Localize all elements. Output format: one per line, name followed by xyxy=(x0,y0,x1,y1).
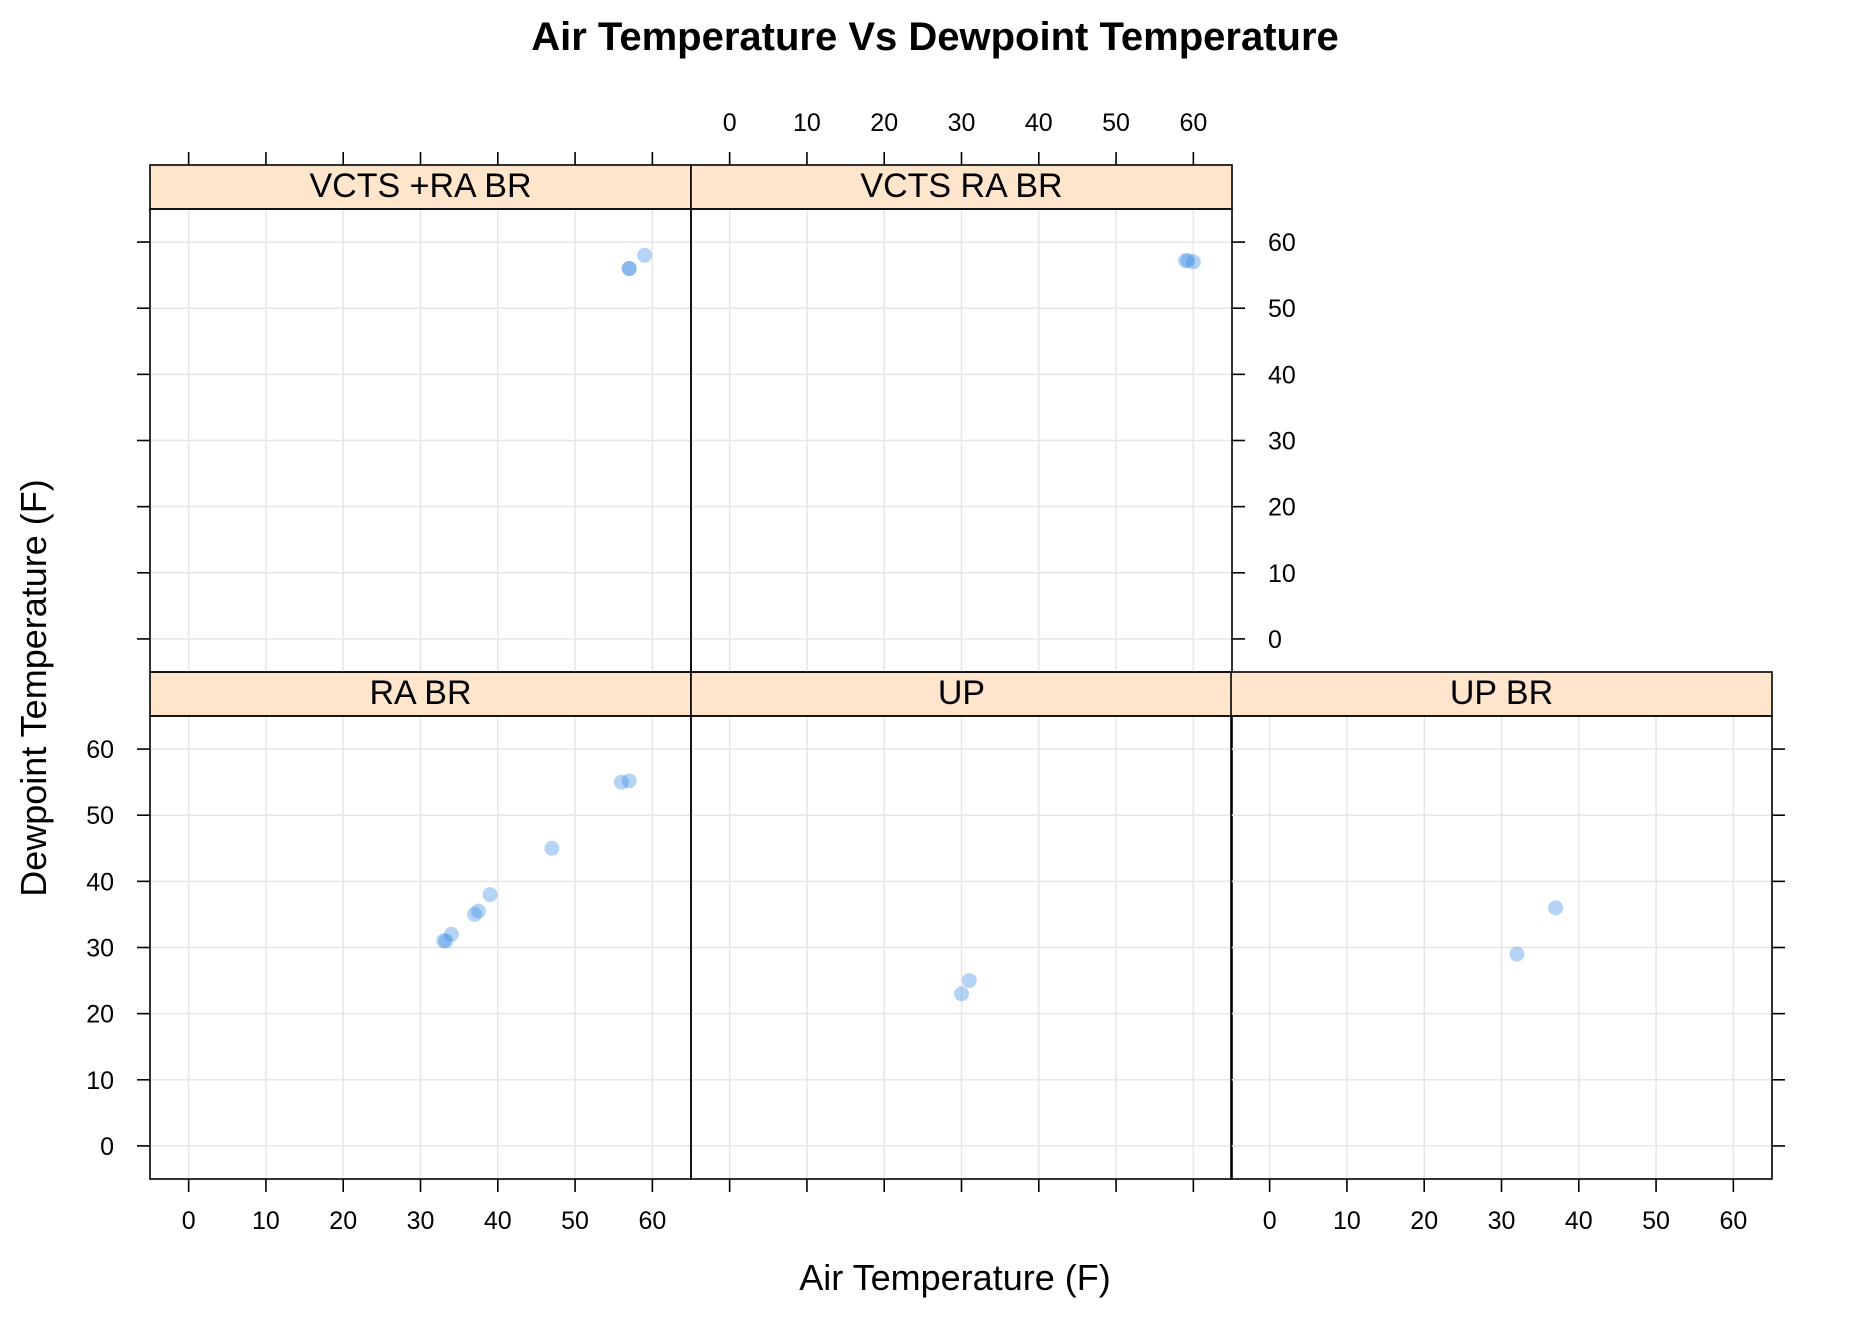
y-tick-label: 10 xyxy=(86,1067,114,1095)
y-tick-label: 10 xyxy=(1268,560,1296,588)
y-tick-label: 20 xyxy=(86,1001,114,1029)
y-tick-label: 60 xyxy=(86,736,114,764)
data-point xyxy=(1509,946,1525,962)
y-tick-label: 60 xyxy=(1268,229,1296,257)
panel-strip xyxy=(1230,671,1773,717)
data-point xyxy=(1548,900,1564,916)
x-tick-label: 20 xyxy=(870,109,898,137)
panel-up-br: UP BR 0 10 20 30 40 50 60 xyxy=(1230,671,1785,1235)
y-tick-label: 20 xyxy=(1268,494,1296,522)
data-point xyxy=(544,840,560,856)
y-tick-label: 30 xyxy=(86,935,114,963)
data-point xyxy=(470,903,486,919)
panels: RA BR 0 10 20 30 40 50 60 0 10 20 30 40 50 60 UP UP BR 0 1… xyxy=(86,109,1785,1235)
data-point xyxy=(438,933,454,949)
data-point xyxy=(621,773,637,789)
x-tick-label: 40 xyxy=(1025,109,1053,137)
panel-strip xyxy=(690,164,1233,210)
data-point xyxy=(961,973,977,989)
data-point xyxy=(1185,254,1201,270)
x-tick-label: 30 xyxy=(407,1207,435,1235)
panel-strip-label: UP BR xyxy=(1450,674,1553,712)
x-tick-label: 50 xyxy=(1102,109,1130,137)
y-axis-label: Dewpoint Temperature (F) xyxy=(13,479,54,897)
x-tick-label: 0 xyxy=(723,109,737,137)
panel-vcts-ra-br: VCTS RA BR 0 10 20 30 40 50 60 0 10 20 30 40 50 60 xyxy=(690,109,1296,673)
data-point xyxy=(954,986,969,1002)
y-tick-label: 0 xyxy=(1268,626,1282,654)
y-tick-label: 50 xyxy=(1268,295,1296,323)
x-tick-label: 30 xyxy=(948,109,976,137)
y-tick-label: 30 xyxy=(1268,428,1296,456)
x-tick-label: 50 xyxy=(1642,1207,1670,1235)
x-tick-label: 30 xyxy=(1488,1207,1516,1235)
chart-title: Air Temperature Vs Dewpoint Temperature xyxy=(531,15,1339,59)
data-point xyxy=(1180,253,1196,269)
x-tick-label: 10 xyxy=(793,109,821,137)
x-tick-label: 20 xyxy=(329,1207,357,1235)
x-tick-label: 60 xyxy=(1719,1207,1747,1235)
x-tick-label: 10 xyxy=(1333,1207,1361,1235)
panel-ra-br: RA BR 0 10 20 30 40 50 60 0 10 20 30 40 50 60 xyxy=(86,671,692,1235)
data-point xyxy=(436,933,452,949)
data-point xyxy=(621,261,637,277)
panel-strip xyxy=(149,164,692,210)
data-point xyxy=(482,887,498,903)
panel-up: UP xyxy=(690,671,1233,1192)
panel-vcts-ra-br: VCTS +RA BR xyxy=(137,152,692,673)
panel-strip-label: UP xyxy=(938,674,985,712)
x-tick-label: 10 xyxy=(252,1207,280,1235)
data-point xyxy=(637,247,653,263)
x-tick-label: 40 xyxy=(1565,1207,1593,1235)
x-tick-label: 0 xyxy=(1263,1207,1277,1235)
data-point xyxy=(467,906,483,922)
x-tick-label: 60 xyxy=(638,1207,666,1235)
panel-strip-label: VCTS +RA BR xyxy=(309,167,531,205)
panel-strip xyxy=(690,671,1233,717)
data-point xyxy=(1178,253,1194,269)
x-tick-label: 20 xyxy=(1410,1207,1438,1235)
data-point xyxy=(621,261,637,277)
x-tick-label: 60 xyxy=(1179,109,1207,137)
data-point xyxy=(443,926,459,942)
x-axis-label: Air Temperature (F) xyxy=(799,1257,1110,1298)
x-tick-label: 0 xyxy=(182,1207,196,1235)
y-tick-label: 50 xyxy=(86,802,114,830)
y-tick-label: 40 xyxy=(86,868,114,896)
data-point xyxy=(613,774,629,790)
x-tick-label: 40 xyxy=(484,1207,512,1235)
x-tick-label: 50 xyxy=(561,1207,589,1235)
y-tick-label: 40 xyxy=(1268,361,1296,389)
y-tick-label: 0 xyxy=(100,1133,114,1161)
panel-strip-label: RA BR xyxy=(369,674,471,712)
panel-strip-label: VCTS RA BR xyxy=(860,167,1062,205)
